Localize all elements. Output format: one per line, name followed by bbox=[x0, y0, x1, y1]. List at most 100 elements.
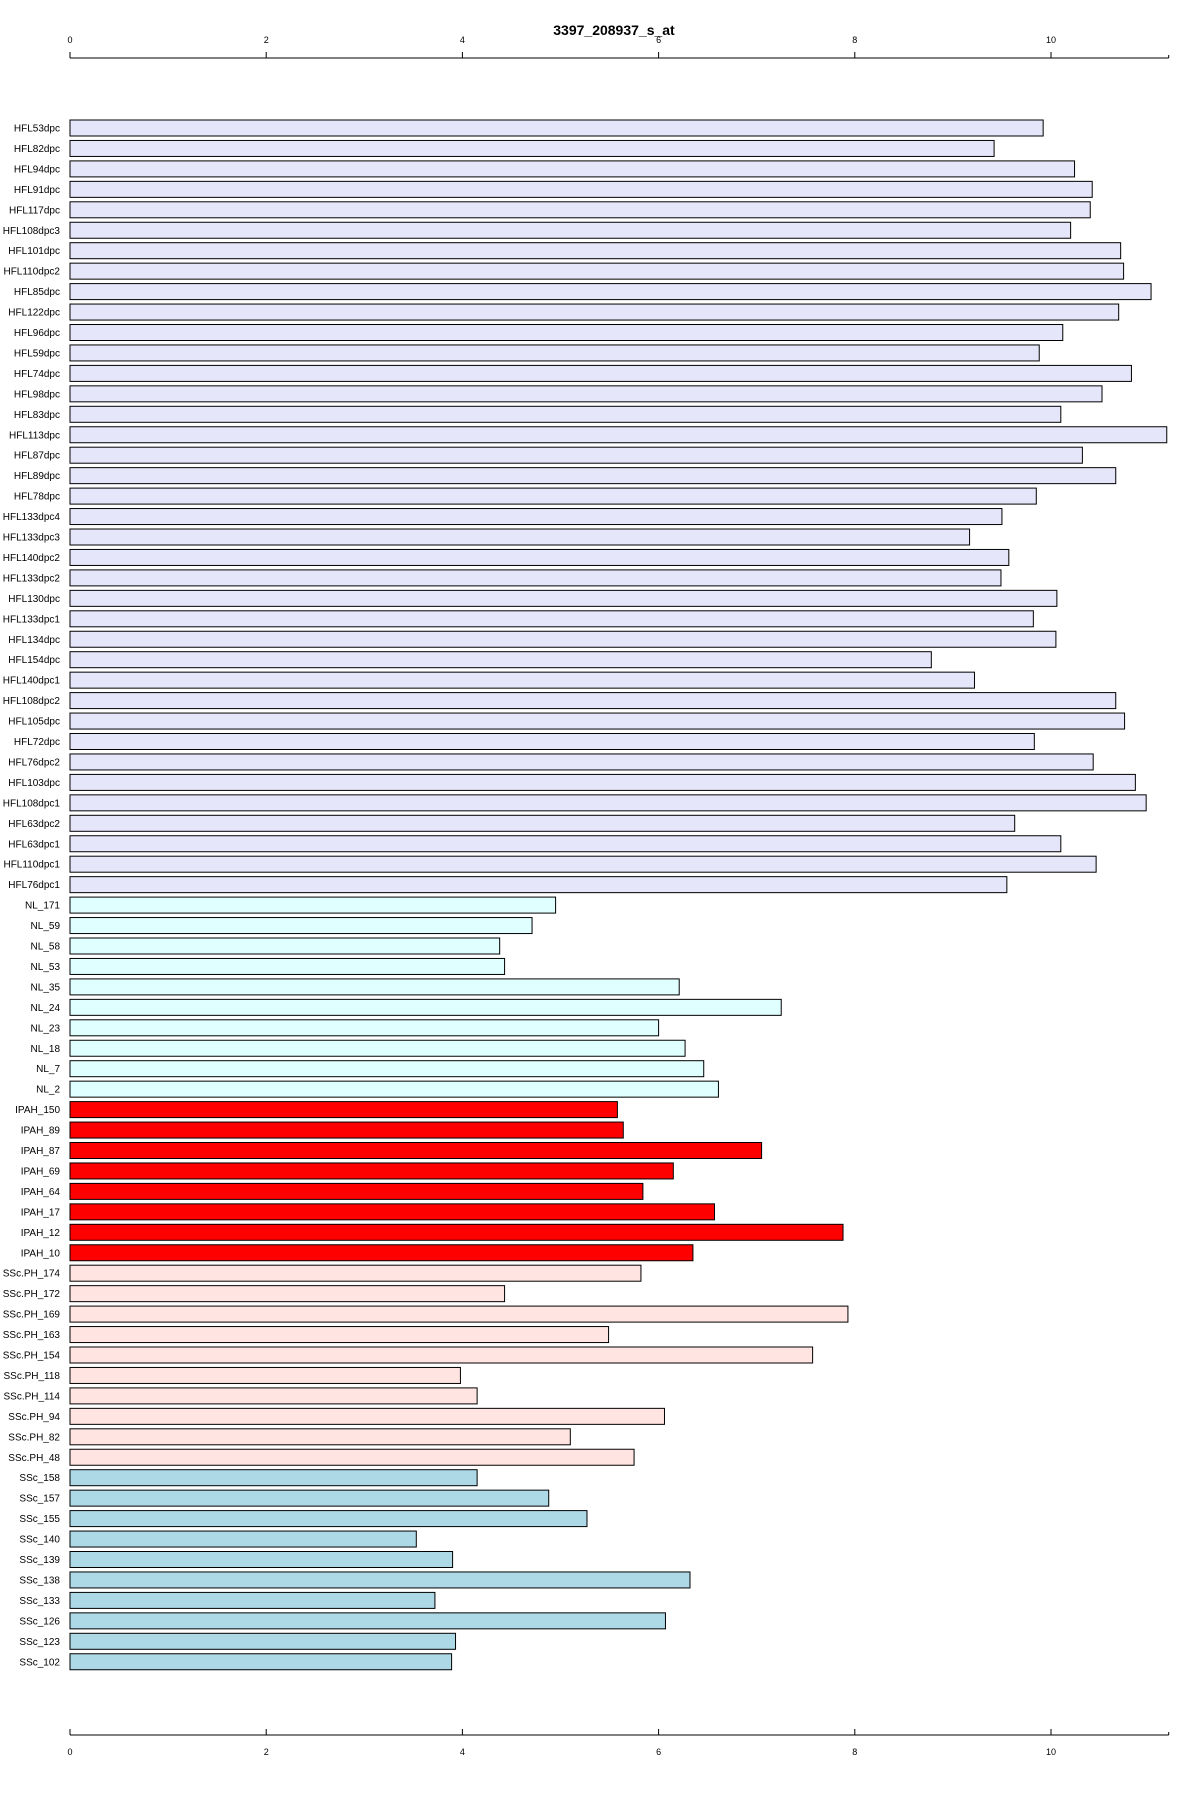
x-tick-label: 0 bbox=[67, 1747, 72, 1757]
row-label: SSc.PH_114 bbox=[3, 1391, 60, 1402]
x-tick-label: 8 bbox=[852, 35, 857, 45]
bar bbox=[69, 139, 995, 157]
row-label: HFL76dpc2 bbox=[8, 757, 60, 768]
bar bbox=[69, 508, 1003, 526]
bar bbox=[69, 1060, 705, 1078]
bar bbox=[69, 630, 1057, 648]
row-label: HFL82dpc bbox=[14, 144, 60, 155]
bar bbox=[69, 1469, 478, 1487]
row-label: NL_24 bbox=[31, 1003, 61, 1014]
bar bbox=[69, 548, 1010, 566]
row-label: HFL98dpc bbox=[14, 389, 60, 400]
bar bbox=[69, 1101, 618, 1119]
bar bbox=[69, 753, 1094, 771]
bar bbox=[69, 1653, 453, 1671]
row-label: HFL108dpc3 bbox=[3, 226, 61, 237]
bar bbox=[69, 242, 1122, 260]
row-label: NL_58 bbox=[31, 942, 61, 953]
row-label: SSc.PH_172 bbox=[3, 1289, 61, 1300]
row-label: SSc_133 bbox=[19, 1596, 60, 1607]
bar bbox=[69, 1346, 814, 1364]
bar bbox=[69, 610, 1034, 628]
bar bbox=[69, 426, 1168, 444]
row-label: NL_171 bbox=[25, 901, 60, 912]
bar bbox=[69, 794, 1147, 812]
bar bbox=[69, 1510, 588, 1528]
bar bbox=[69, 446, 1083, 464]
x-tick-label: 10 bbox=[1046, 35, 1056, 45]
row-label: SSc.PH_48 bbox=[8, 1453, 60, 1464]
bar bbox=[69, 283, 1152, 301]
x-tick-label: 4 bbox=[460, 35, 465, 45]
row-label: HFL117dpc bbox=[9, 205, 60, 216]
row-label: SSc_155 bbox=[19, 1514, 60, 1525]
row-label: SSc_102 bbox=[19, 1657, 60, 1668]
bar bbox=[69, 1326, 610, 1344]
row-label: NL_2 bbox=[36, 1085, 60, 1096]
row-label: IPAH_87 bbox=[21, 1146, 61, 1157]
row-label: HFL113dpc bbox=[9, 430, 60, 441]
bar bbox=[69, 957, 506, 975]
row-label: HFL130dpc bbox=[8, 594, 60, 605]
row-label: SSc.PH_118 bbox=[3, 1371, 60, 1382]
bar bbox=[69, 385, 1103, 403]
row-label: SSc_158 bbox=[19, 1473, 60, 1484]
row-label: IPAH_69 bbox=[21, 1166, 61, 1177]
x-tick-label: 8 bbox=[852, 1747, 857, 1757]
row-label: SSc_140 bbox=[19, 1535, 60, 1546]
row-label: HFL91dpc bbox=[14, 185, 60, 196]
row-label: IPAH_89 bbox=[21, 1126, 61, 1137]
bar bbox=[69, 467, 1117, 485]
bar bbox=[69, 344, 1040, 362]
x-tick-label: 2 bbox=[264, 1747, 269, 1757]
row-label: IPAH_150 bbox=[15, 1105, 60, 1116]
bar bbox=[69, 160, 1076, 178]
row-label: IPAH_10 bbox=[21, 1248, 61, 1259]
bar bbox=[69, 180, 1093, 198]
row-label: HFL72dpc bbox=[14, 737, 60, 748]
bar bbox=[69, 303, 1120, 321]
row-label: SSc_138 bbox=[19, 1575, 60, 1586]
bar bbox=[69, 405, 1062, 423]
bar bbox=[69, 1121, 624, 1139]
row-label: HFL87dpc bbox=[14, 451, 60, 462]
bar bbox=[69, 1428, 571, 1446]
bars bbox=[69, 119, 1168, 1671]
row-label: NL_23 bbox=[31, 1023, 61, 1034]
bar bbox=[69, 1039, 686, 1057]
bar bbox=[69, 671, 975, 689]
row-label: HFL133dpc2 bbox=[3, 573, 61, 584]
row-label: SSc_123 bbox=[19, 1637, 60, 1648]
bar bbox=[69, 1182, 644, 1200]
bar bbox=[69, 569, 1002, 587]
top-axis: 0 2 4 6 8 10 bbox=[67, 35, 1170, 59]
row-label: NL_18 bbox=[31, 1044, 61, 1055]
bar bbox=[69, 896, 557, 914]
chart-title: 3397_208937_s_at bbox=[553, 22, 675, 38]
bar bbox=[69, 1305, 849, 1323]
bar bbox=[69, 1530, 417, 1548]
row-label: HFL108dpc1 bbox=[3, 798, 61, 809]
bar bbox=[69, 1407, 665, 1425]
row-label: HFL83dpc bbox=[14, 410, 60, 421]
row-label: SSc.PH_169 bbox=[3, 1310, 61, 1321]
bar bbox=[69, 733, 1035, 750]
row-label: HFL53dpc bbox=[14, 124, 60, 135]
row-label: HFL134dpc bbox=[8, 635, 60, 646]
bar bbox=[69, 1162, 674, 1180]
row-label: HFL59dpc bbox=[14, 348, 60, 359]
row-label: IPAH_64 bbox=[21, 1187, 61, 1198]
bar bbox=[69, 1142, 763, 1159]
row-label: HFL63dpc2 bbox=[8, 819, 60, 830]
bar bbox=[69, 1080, 719, 1098]
row-label: NL_35 bbox=[31, 982, 61, 993]
bar bbox=[69, 119, 1044, 137]
bar bbox=[69, 364, 1132, 382]
row-label: NL_7 bbox=[36, 1064, 60, 1075]
x-tick-label: 6 bbox=[656, 1747, 661, 1757]
row-label: HFL76dpc1 bbox=[8, 880, 60, 891]
bar bbox=[69, 978, 680, 996]
row-label: HFL154dpc bbox=[8, 655, 60, 666]
row-label: HFL103dpc bbox=[8, 778, 60, 789]
